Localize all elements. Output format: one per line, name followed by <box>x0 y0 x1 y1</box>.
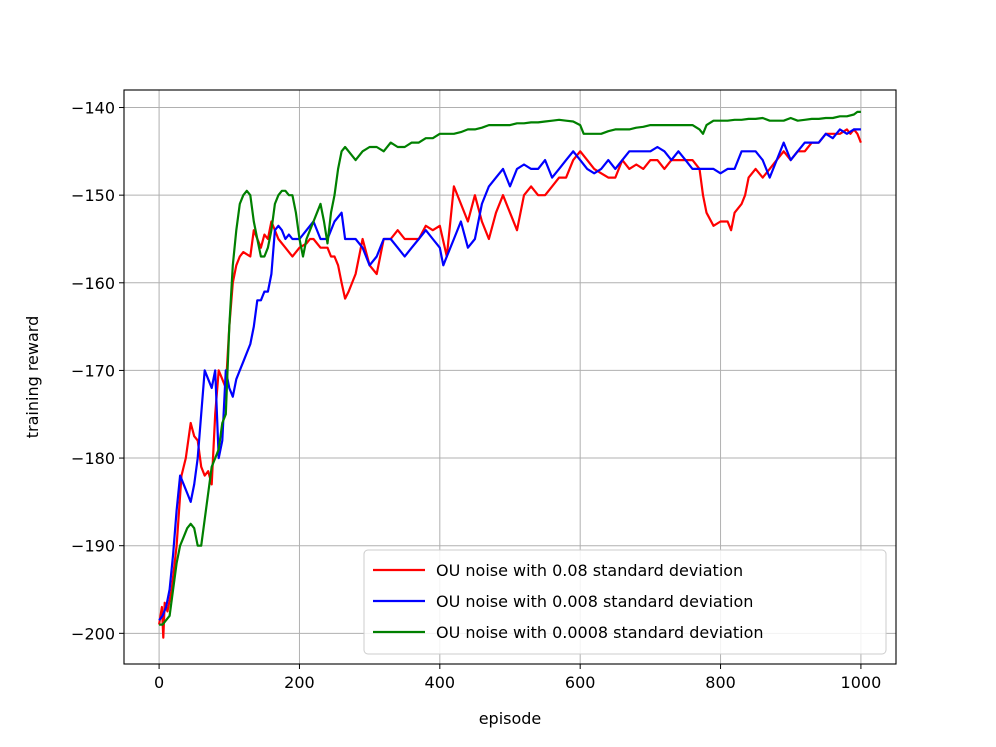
y-tick-label: −180 <box>71 449 115 468</box>
plot-frame <box>123 89 897 665</box>
y-tick-label: −160 <box>71 274 115 293</box>
legend-box <box>363 549 887 655</box>
x-tick-label: 0 <box>154 673 164 692</box>
y-axis-ticks: −200 −190 −180 −170 −160 −150 −140 <box>71 99 124 643</box>
grid <box>124 90 896 664</box>
legend-label: OU noise with 0.0008 standard deviation <box>436 623 764 642</box>
x-tick-label: 400 <box>425 673 456 692</box>
x-tick-label: 200 <box>284 673 315 692</box>
series-line-1 <box>158 128 861 621</box>
x-tick-label: 600 <box>565 673 596 692</box>
series-line-2 <box>159 110 861 626</box>
y-tick-label: −150 <box>71 186 115 205</box>
x-tick-label: 800 <box>705 673 736 692</box>
legend: OU noise with 0.08 standard deviation OU … <box>363 549 887 655</box>
legend-label: OU noise with 0.08 standard deviation <box>436 561 743 580</box>
series-lines <box>158 110 862 639</box>
y-tick-label: −140 <box>71 99 115 118</box>
x-tick-label: 1000 <box>841 673 882 692</box>
y-tick-label: −190 <box>71 537 115 556</box>
y-axis-label: training reward <box>23 316 42 438</box>
x-axis-ticks: 0 200 400 600 800 1000 <box>154 664 881 692</box>
y-tick-label: −170 <box>71 361 115 380</box>
legend-label: OU noise with 0.008 standard deviation <box>436 592 753 611</box>
y-tick-label: −200 <box>71 624 115 643</box>
x-axis-label: episode <box>479 709 542 728</box>
